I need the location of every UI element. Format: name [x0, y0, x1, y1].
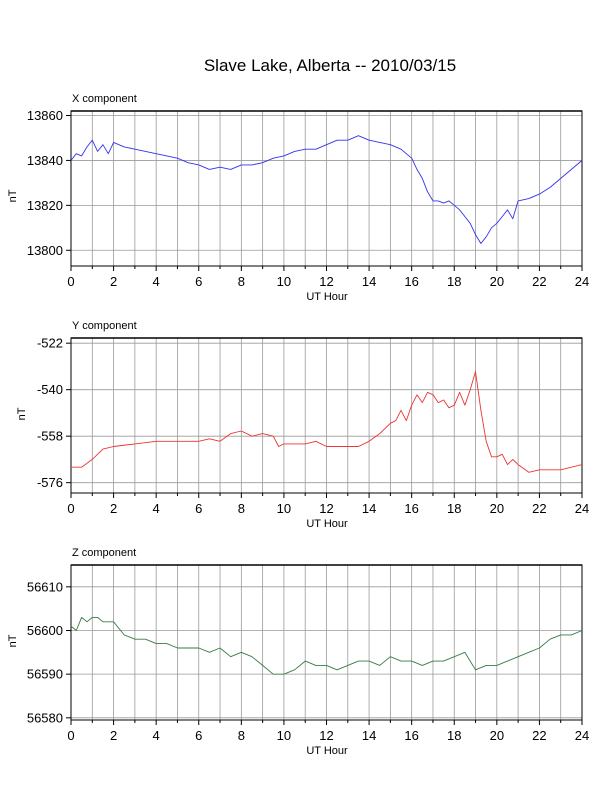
y-tick-label: -558	[37, 429, 63, 444]
x-tick-label: 2	[110, 274, 117, 289]
y-tick-label: 56610	[27, 579, 63, 594]
x-tick-label: 8	[238, 274, 245, 289]
x-tick-label: 10	[277, 274, 291, 289]
x-tick-label: 20	[490, 501, 504, 516]
plot-area: 0 2 4 6 8 10 12 14 16 18 20 22 245658056590566005661…	[27, 564, 589, 743]
x-tick-label: 18	[447, 501, 461, 516]
y-tick-label: -576	[37, 475, 63, 490]
y-axis-label: nT	[16, 407, 28, 420]
x-tick-label: 14	[362, 728, 376, 743]
y-tick-label: 56590	[27, 667, 63, 682]
panel-title: X component	[72, 93, 137, 105]
x-tick-label: 4	[153, 728, 160, 743]
series-line	[70, 616, 583, 675]
x-tick-label: 10	[277, 728, 291, 743]
x-tick-label: 4	[153, 274, 160, 289]
x-tick-label: 18	[447, 274, 461, 289]
x-tick-label: 14	[362, 274, 376, 289]
x-tick-label: 20	[490, 728, 504, 743]
x-tick-label: 24	[575, 501, 589, 516]
y-tick-label: 56600	[27, 623, 63, 638]
plot-area: 0 2 4 6 8 10 12 14 16 18 20 22 24-522-540-558-576	[37, 336, 589, 516]
x-tick-label: 0	[67, 728, 74, 743]
x-tick-label: 8	[238, 728, 245, 743]
page-title: Slave Lake, Alberta -- 2010/03/15	[203, 56, 457, 75]
x-tick-label: 0	[67, 274, 74, 289]
x-tick-label: 6	[195, 728, 202, 743]
x-tick-label: 24	[575, 728, 589, 743]
x-tick-label: 20	[490, 274, 504, 289]
x-tick-label: 14	[362, 501, 376, 516]
x-tick-label: 2	[110, 501, 117, 516]
x-tick-label: 24	[575, 274, 589, 289]
y-component-panel: Y component nT UT Hour 0 2 4 6 8 10 12 14 16 18 20…	[16, 320, 589, 530]
x-tick-label: 0	[67, 501, 74, 516]
y-tick-label: -540	[37, 382, 63, 397]
x-axis-label: UT Hour	[306, 745, 348, 757]
x-tick-label: 12	[319, 501, 333, 516]
x-component-panel: X component nT UT Hour 0 2 4 6 8 10 12 14 16 18 20…	[7, 93, 589, 303]
x-tick-label: 22	[532, 728, 546, 743]
x-tick-label: 10	[277, 501, 291, 516]
x-tick-label: 16	[404, 274, 418, 289]
panel-title: Y component	[72, 320, 137, 332]
x-tick-label: 16	[404, 501, 418, 516]
x-tick-label: 22	[532, 501, 546, 516]
x-tick-label: 8	[238, 501, 245, 516]
series-line	[70, 135, 583, 244]
x-tick-label: 2	[110, 728, 117, 743]
x-tick-label: 18	[447, 728, 461, 743]
x-tick-label: 22	[532, 274, 546, 289]
x-tick-label: 12	[319, 274, 333, 289]
y-tick-label: 13840	[27, 153, 63, 168]
y-axis-label: nT	[7, 634, 19, 647]
x-tick-label: 4	[153, 501, 160, 516]
y-tick-label: 13820	[27, 198, 63, 213]
y-tick-label: 13800	[27, 243, 63, 258]
x-tick-label: 16	[404, 728, 418, 743]
x-tick-label: 6	[195, 501, 202, 516]
x-axis-label: UT Hour	[306, 518, 348, 530]
z-component-panel: Z component nT UT Hour 0 2 4 6 8 10 12 14 16 18 20…	[7, 547, 589, 757]
y-axis-label: nT	[7, 189, 19, 202]
series-line	[71, 371, 583, 473]
panel-title: Z component	[72, 547, 136, 559]
y-tick-label: 56580	[27, 710, 63, 725]
x-tick-label: 6	[195, 274, 202, 289]
plot-area: 0 2 4 6 8 10 12 14 16 18 20 22 241380013820138401386…	[27, 108, 589, 289]
y-tick-label: 13860	[27, 108, 63, 123]
x-axis-label: UT Hour	[306, 291, 348, 303]
y-tick-label: -522	[37, 336, 63, 351]
x-tick-label: 12	[319, 728, 333, 743]
